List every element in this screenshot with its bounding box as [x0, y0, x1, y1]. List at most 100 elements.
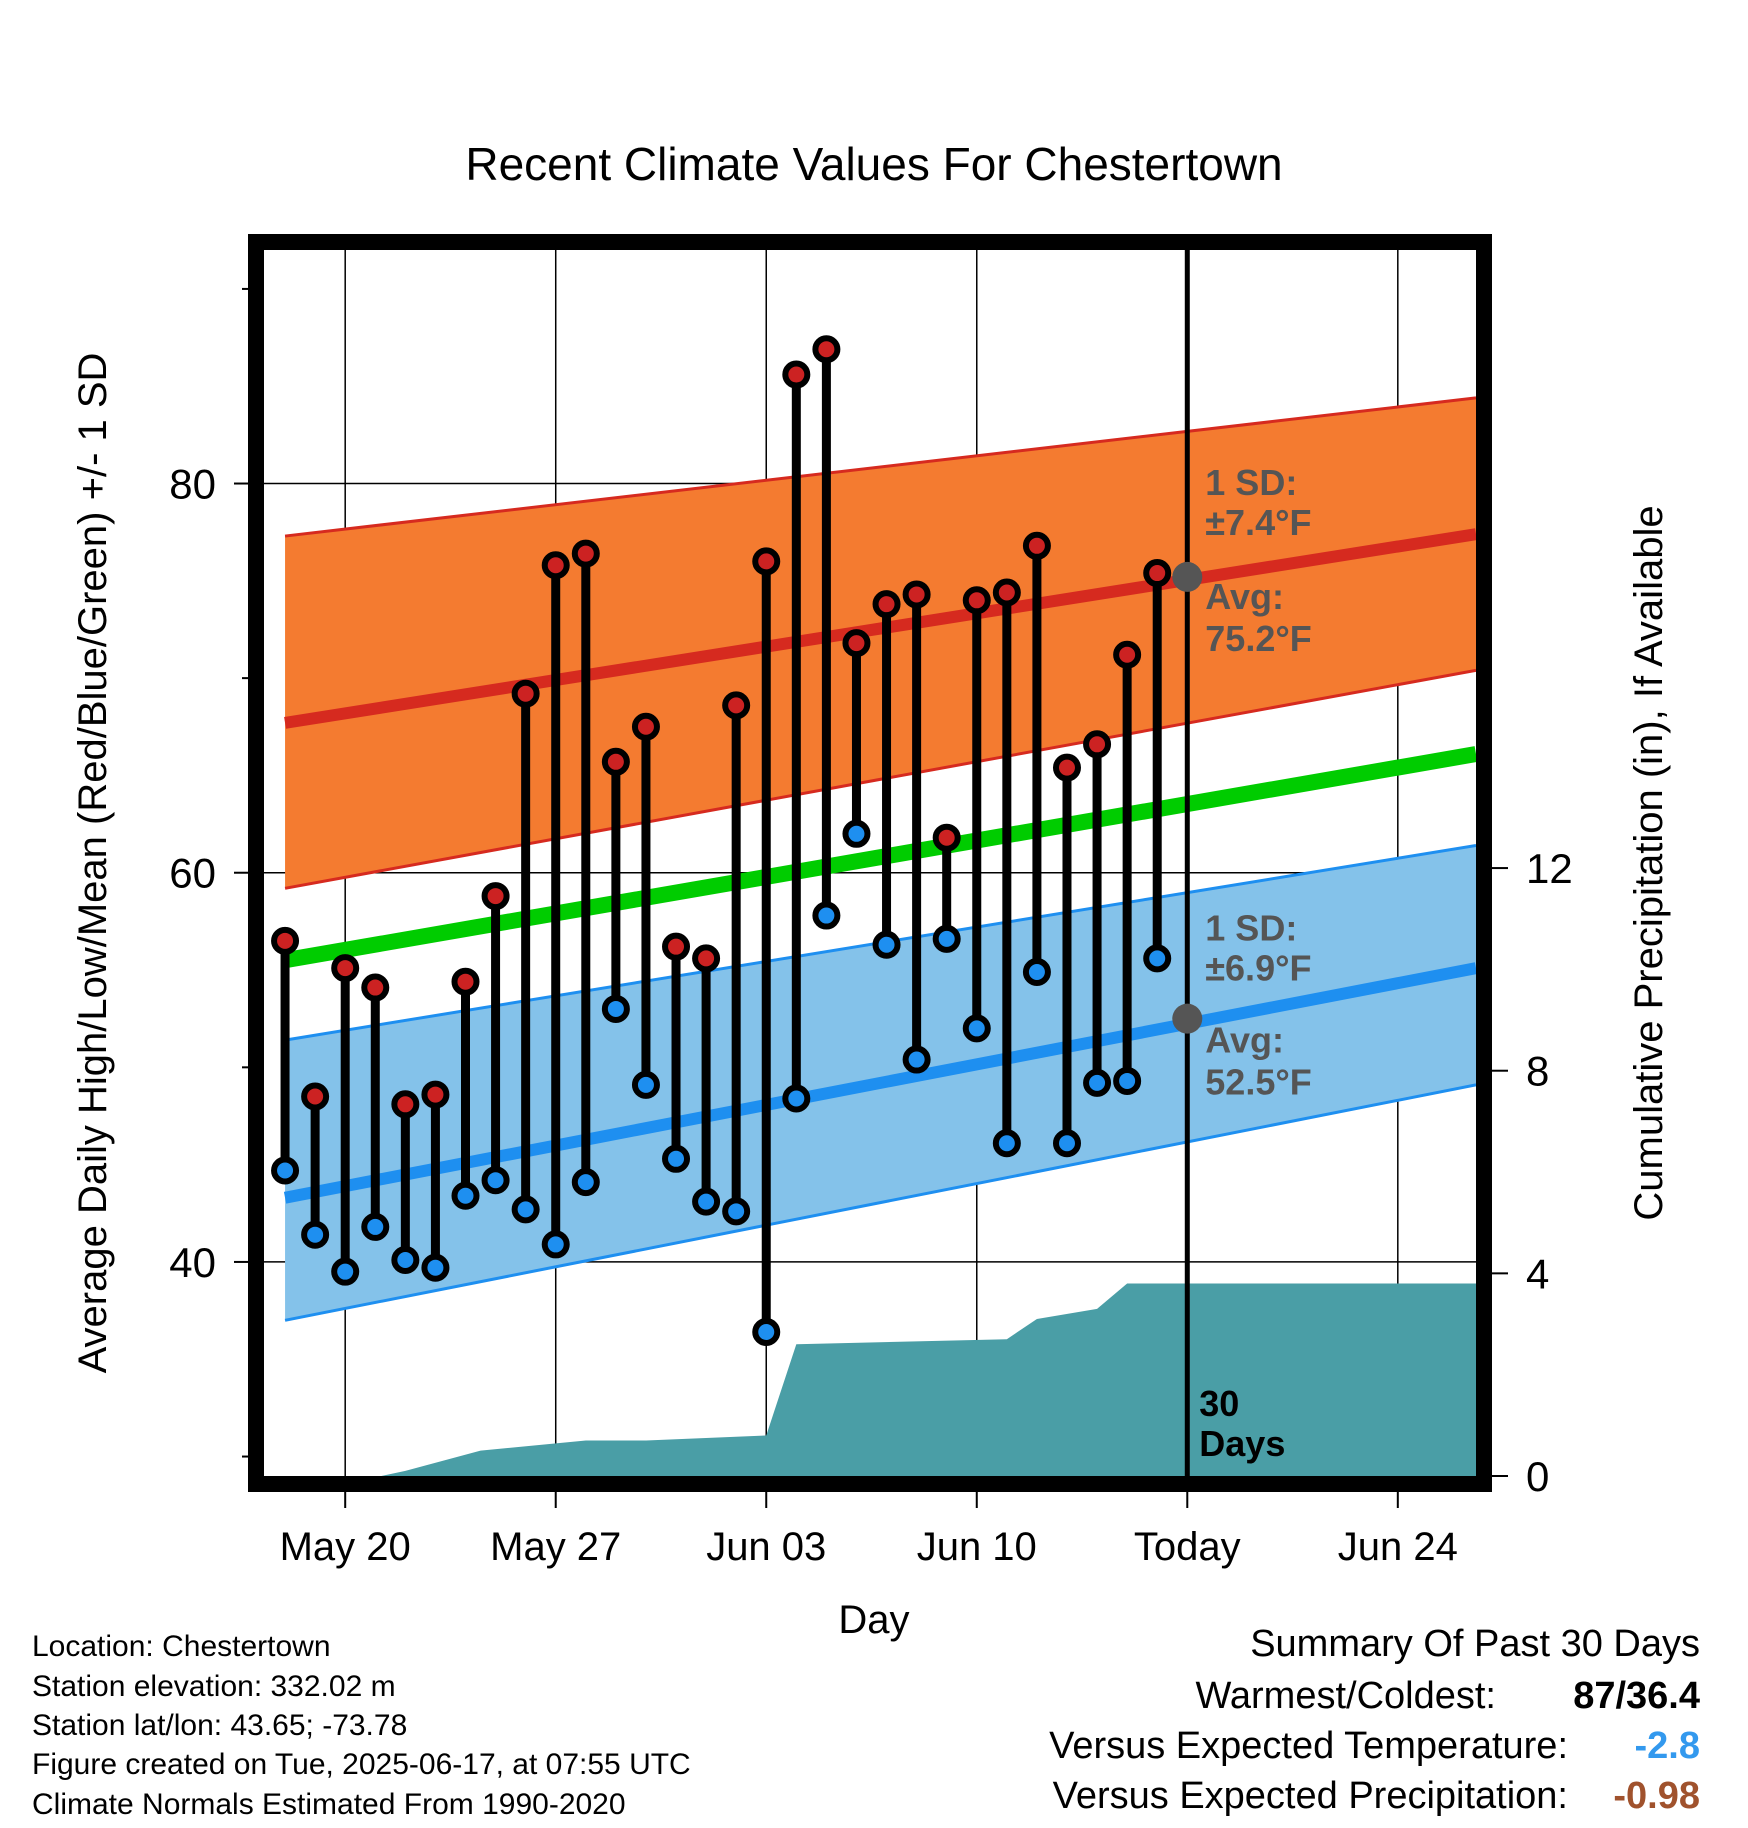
low-avg-label: Avg: — [1205, 1020, 1284, 1061]
high-sd-band-lower-edge — [284, 668, 1476, 890]
low-point-24 — [992, 1129, 1021, 1158]
low-sd-band-lower-edge — [284, 1083, 1476, 1322]
y-axis-right-label: Cumulative Precipitation (in), If Availa… — [1627, 505, 1671, 1220]
low-point-9 — [541, 1230, 570, 1259]
high-point-26 — [1052, 753, 1081, 782]
low-point-3 — [361, 1212, 390, 1241]
low-sd-label: 1 SD: — [1205, 908, 1297, 949]
low-point-11 — [601, 994, 630, 1023]
high-point-20 — [872, 590, 901, 619]
high-point-27 — [1083, 730, 1112, 759]
x-tick-label-4: Today — [1134, 1525, 1241, 1569]
summary-title: Summary Of Past 30 Days — [1250, 1623, 1700, 1665]
high-point-5 — [421, 1080, 450, 1109]
low-point-22 — [932, 924, 961, 953]
low-point-10 — [571, 1168, 600, 1197]
summary-precip-label: Versus Expected Precipitation: — [1052, 1775, 1568, 1817]
high-point-8 — [511, 679, 540, 708]
summary-precip-value: -0.98 — [1613, 1775, 1700, 1817]
chart-title: Recent Climate Values For Chestertown — [465, 138, 1282, 190]
info-latlon: Station lat/lon: 43.65; -73.78 — [32, 1709, 408, 1742]
low-point-12 — [631, 1070, 660, 1099]
mean-normal-line — [283, 746, 1476, 969]
high-point-11 — [601, 747, 630, 776]
high-point-10 — [571, 539, 600, 568]
low-point-14 — [692, 1187, 721, 1216]
high-point-1 — [301, 1082, 330, 1111]
low-normal-line — [283, 962, 1476, 1204]
low-sd-value: ±6.9°F — [1205, 948, 1311, 989]
low-point-16 — [752, 1317, 781, 1346]
low-point-6 — [451, 1181, 480, 1210]
y-left-tick-label-1: 60 — [169, 850, 216, 897]
high-point-4 — [391, 1090, 420, 1119]
low-point-28 — [1113, 1066, 1142, 1095]
info-location: Location: Chestertown — [32, 1630, 331, 1663]
low-point-5 — [421, 1253, 450, 1282]
low-point-21 — [902, 1045, 931, 1074]
high-point-25 — [1022, 531, 1051, 560]
x-tick-label-5: Jun 24 — [1338, 1525, 1458, 1569]
low-point-25 — [1022, 957, 1051, 986]
high-point-24 — [992, 578, 1021, 607]
high-point-0 — [271, 926, 300, 955]
high-point-19 — [842, 629, 871, 658]
low-point-7 — [481, 1166, 510, 1195]
low-point-2 — [331, 1257, 360, 1286]
summary-warm-cold-label: Warmest/Coldest: — [1195, 1675, 1496, 1717]
y-right-tick-label-0: 0 — [1526, 1453, 1549, 1500]
high-point-28 — [1113, 640, 1142, 669]
period-label-unit: Days — [1199, 1423, 1285, 1464]
precip-area — [381, 1283, 1476, 1476]
high-avg-label: Avg: — [1205, 576, 1284, 617]
high-point-22 — [932, 823, 961, 852]
high-point-2 — [331, 954, 360, 983]
low-point-8 — [511, 1195, 540, 1224]
y-right-tick-label-2: 8 — [1526, 1048, 1549, 1095]
high-point-13 — [662, 932, 691, 961]
low-point-19 — [842, 819, 871, 848]
high-point-16 — [752, 547, 781, 576]
low-point-18 — [812, 901, 841, 930]
high-point-29 — [1143, 559, 1172, 588]
low-point-26 — [1052, 1129, 1081, 1158]
info-created: Figure created on Tue, 2025-06-17, at 07… — [32, 1748, 691, 1781]
high-normal-line — [284, 528, 1476, 729]
high-point-14 — [692, 944, 721, 973]
y-axis-left-label: Average Daily High/Low/Mean (Red/Blue/Gr… — [71, 353, 115, 1374]
low-avg-marker — [1172, 1003, 1203, 1034]
low-avg-value: 52.5°F — [1205, 1062, 1311, 1103]
y-right-tick-label-1: 4 — [1526, 1250, 1549, 1297]
high-point-7 — [481, 882, 510, 911]
high-point-9 — [541, 551, 570, 580]
high-sd-label: 1 SD: — [1205, 462, 1297, 503]
low-point-15 — [722, 1197, 751, 1226]
low-point-20 — [872, 930, 901, 959]
x-tick-label-0: May 20 — [280, 1525, 411, 1569]
high-point-6 — [451, 967, 480, 996]
high-point-15 — [722, 691, 751, 720]
high-point-18 — [812, 335, 841, 364]
info-normals: Climate Normals Estimated From 1990-2020 — [32, 1788, 626, 1821]
high-avg-marker — [1172, 561, 1203, 592]
y-left-tick-label-2: 80 — [169, 461, 216, 508]
high-point-23 — [962, 586, 991, 615]
low-point-23 — [962, 1014, 991, 1043]
y-left-tick-label-0: 40 — [169, 1239, 216, 1286]
x-axis-label: Day — [838, 1598, 909, 1642]
summary-warm-cold-value: 87/36.4 — [1573, 1675, 1700, 1717]
high-avg-value: 75.2°F — [1205, 618, 1311, 659]
summary-temp-label: Versus Expected Temperature: — [1049, 1725, 1568, 1767]
low-point-0 — [271, 1156, 300, 1185]
plot-area — [264, 250, 1476, 1476]
low-point-4 — [391, 1245, 420, 1274]
low-point-29 — [1143, 944, 1172, 973]
x-tick-label-1: May 27 — [490, 1525, 621, 1569]
high-point-12 — [631, 712, 660, 741]
summary-temp-value: -2.8 — [1634, 1725, 1700, 1767]
low-point-1 — [301, 1220, 330, 1249]
y-right-tick-label-3: 12 — [1526, 845, 1573, 892]
period-label-number: 30 — [1199, 1383, 1239, 1424]
